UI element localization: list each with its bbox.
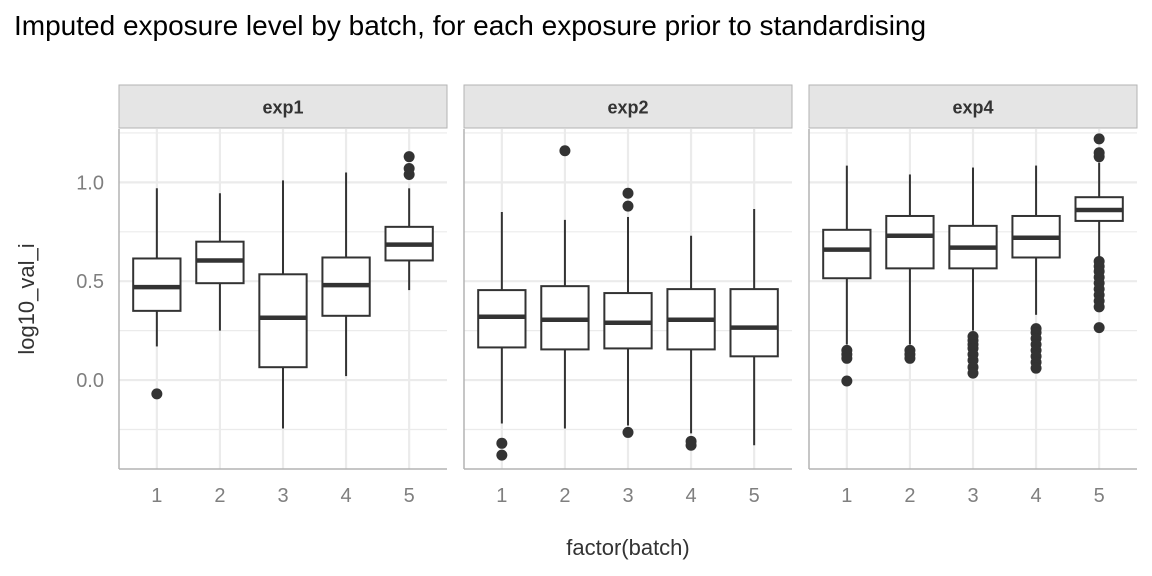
- outlier-point: [151, 388, 163, 400]
- outlier-point: [1093, 301, 1105, 313]
- outlier-point: [841, 352, 853, 364]
- outlier-point: [685, 439, 697, 451]
- outlier-point: [622, 200, 634, 212]
- outlier-point: [496, 437, 508, 449]
- x-tick-label: 3: [277, 485, 288, 507]
- outlier-point: [403, 151, 415, 163]
- y-tick-label: 0.5: [76, 271, 104, 293]
- x-tick-label: 2: [559, 485, 570, 507]
- chart-title: Imputed exposure level by batch, for eac…: [14, 10, 927, 41]
- x-tick-label: 3: [622, 485, 633, 507]
- box-exp4-batch-2: [885, 214, 935, 270]
- outlier-point: [1030, 362, 1042, 374]
- x-tick-label: 1: [496, 485, 507, 507]
- box-exp2-batch-5: [729, 288, 779, 358]
- outlier-point: [403, 163, 415, 175]
- x-tick-label: 5: [749, 485, 760, 507]
- outlier-point: [904, 352, 916, 364]
- facet-label-exp4: exp4: [952, 98, 993, 118]
- x-axis-title: factor(batch): [566, 535, 690, 560]
- outlier-point: [967, 367, 979, 379]
- facet-strip-exp1: [118, 84, 448, 129]
- outlier-point: [1093, 133, 1105, 145]
- x-tick-label: 4: [341, 485, 352, 507]
- outlier-point: [496, 449, 508, 461]
- x-tick-label: 5: [1094, 485, 1105, 507]
- facet-strip-exp2: [463, 84, 793, 129]
- x-tick-label: 4: [686, 485, 697, 507]
- x-tick-label: 5: [404, 485, 415, 507]
- box-exp4-batch-1: [822, 228, 872, 280]
- y-tick-label: 0.0: [76, 370, 104, 392]
- x-tick-label: 1: [841, 485, 852, 507]
- x-tick-label: 3: [967, 485, 978, 507]
- x-tick-label: 1: [151, 485, 162, 507]
- y-tick-label: 1.0: [76, 172, 104, 194]
- facet-label-exp2: exp2: [607, 98, 648, 118]
- outlier-point: [841, 375, 853, 387]
- facet-strip-exp4: [808, 84, 1138, 129]
- x-tick-label: 4: [1031, 485, 1042, 507]
- outlier-point: [622, 426, 634, 438]
- outlier-point: [1093, 147, 1105, 159]
- facet-label-exp1: exp1: [262, 98, 303, 118]
- box-exp1-batch-1: [132, 257, 182, 312]
- box-exp1-batch-3: [258, 273, 308, 369]
- y-axis-title: log10_val_i: [14, 243, 39, 354]
- outlier-point: [622, 187, 634, 199]
- x-tick-label: 2: [214, 485, 225, 507]
- outlier-point: [559, 145, 571, 157]
- x-tick-label: 2: [904, 485, 915, 507]
- outlier-point: [1093, 322, 1105, 334]
